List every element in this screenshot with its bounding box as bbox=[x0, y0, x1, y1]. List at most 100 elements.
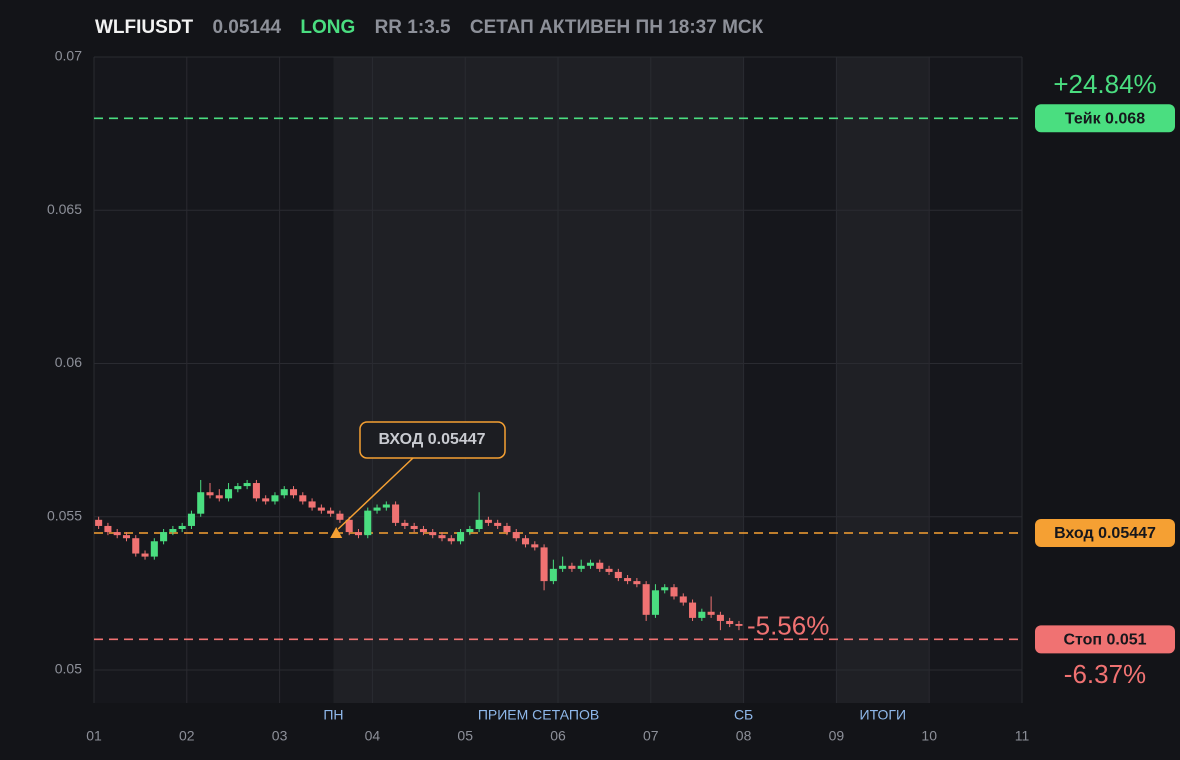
candle-body bbox=[633, 581, 641, 585]
candle-body bbox=[150, 541, 158, 557]
level-label: Вход 0.05447 bbox=[1054, 525, 1156, 542]
y-tick-label: 0.065 bbox=[47, 201, 82, 217]
y-tick-label: 0.07 bbox=[55, 48, 82, 64]
candle-body bbox=[689, 602, 697, 618]
candle-body bbox=[457, 532, 465, 542]
session-band bbox=[836, 57, 930, 703]
candle-body bbox=[559, 565, 567, 569]
candle-body bbox=[271, 495, 279, 502]
candle-body bbox=[475, 519, 483, 530]
entry-pointer bbox=[337, 457, 414, 530]
entry-label: ВХОД 0.05447 bbox=[378, 431, 485, 448]
candle-body bbox=[503, 525, 511, 533]
candle-body bbox=[512, 532, 520, 539]
candle-body bbox=[392, 504, 400, 523]
candle-body bbox=[280, 489, 288, 496]
candle-body bbox=[160, 532, 168, 542]
candle-body bbox=[382, 504, 390, 508]
session-band bbox=[333, 57, 744, 703]
level-label: Тейк 0.068 bbox=[1065, 111, 1145, 128]
candle-body bbox=[234, 486, 242, 490]
candle-body bbox=[531, 544, 539, 548]
candle-body bbox=[447, 538, 455, 542]
level-badge bbox=[1035, 104, 1175, 133]
level-label: Стоп 0.051 bbox=[1063, 632, 1146, 649]
candle-body bbox=[614, 571, 622, 579]
candle-body bbox=[540, 547, 548, 582]
candle-body bbox=[596, 562, 604, 569]
candle-body bbox=[336, 513, 344, 520]
band-label: ИТОГИ bbox=[860, 707, 907, 723]
candle-body bbox=[243, 483, 251, 487]
band-label: ПН bbox=[323, 707, 343, 723]
candle-body bbox=[122, 535, 131, 539]
candle-body bbox=[225, 489, 233, 499]
x-tick-label: 07 bbox=[643, 728, 659, 744]
candle-body bbox=[651, 590, 659, 615]
symbol: WLFIUSDT bbox=[95, 17, 194, 38]
x-tick-label: 06 bbox=[550, 728, 566, 744]
candle-body bbox=[438, 535, 446, 539]
level-badge bbox=[1035, 518, 1175, 547]
candle-body bbox=[624, 578, 632, 582]
candle-body bbox=[113, 532, 121, 536]
candle-body bbox=[670, 587, 678, 597]
candle-body bbox=[401, 522, 409, 526]
candle-body bbox=[215, 495, 223, 499]
candle-body bbox=[104, 525, 112, 533]
y-tick-label: 0.06 bbox=[55, 354, 82, 370]
candle-body bbox=[679, 596, 687, 603]
candle-body bbox=[586, 562, 595, 566]
candle-body bbox=[429, 532, 437, 536]
x-tick-label: 11 bbox=[1015, 728, 1030, 744]
level-pct: -6.37% bbox=[1064, 659, 1146, 689]
candle-body bbox=[345, 519, 353, 533]
candle-body bbox=[577, 565, 585, 569]
entry-callout bbox=[359, 421, 506, 459]
band-label: СБ bbox=[734, 707, 753, 723]
candle-body bbox=[494, 522, 502, 526]
candle-body bbox=[262, 498, 270, 502]
x-tick-label: 02 bbox=[179, 728, 195, 744]
candle-body bbox=[169, 529, 177, 533]
x-tick-label: 08 bbox=[736, 728, 752, 744]
candle-body bbox=[206, 492, 214, 496]
level-pct: +24.84% bbox=[1053, 69, 1156, 99]
candle-body bbox=[308, 501, 316, 508]
candle-body bbox=[568, 565, 576, 569]
x-tick-label: 04 bbox=[365, 728, 381, 744]
candle-body bbox=[698, 611, 706, 618]
x-tick-label: 10 bbox=[921, 728, 937, 744]
candle-body bbox=[419, 529, 427, 533]
status: СЕТАП АКТИВЕН ПН 18:37 МСК bbox=[470, 17, 764, 38]
candle-body bbox=[735, 624, 743, 626]
level-badge bbox=[1035, 625, 1175, 654]
candle-body bbox=[187, 513, 195, 526]
candle-body bbox=[197, 492, 205, 514]
x-tick-label: 09 bbox=[829, 728, 845, 744]
candle-body bbox=[317, 507, 325, 511]
candle-body bbox=[707, 611, 715, 615]
x-tick-label: 01 bbox=[86, 728, 102, 744]
candle-body bbox=[716, 614, 724, 621]
candle-body bbox=[141, 553, 149, 557]
candle-body bbox=[95, 519, 103, 526]
candle-body bbox=[354, 532, 363, 536]
candle-body bbox=[289, 489, 298, 496]
candle-body bbox=[364, 510, 372, 536]
candle-body bbox=[373, 507, 381, 511]
rr: RR 1:3.5 bbox=[375, 17, 451, 38]
candle-body bbox=[605, 568, 613, 572]
band-label: ПРИЕМ СЕТАПОВ bbox=[478, 707, 599, 723]
entry-marker bbox=[330, 526, 343, 538]
candle-body bbox=[484, 519, 492, 523]
candle-body bbox=[410, 525, 418, 530]
candle-body bbox=[466, 529, 474, 533]
candle-body bbox=[521, 538, 530, 545]
candle-body bbox=[132, 538, 140, 554]
candle-body bbox=[252, 483, 260, 499]
candle-body bbox=[661, 587, 669, 591]
header: WLFIUSDT 0.05144 LONG RR 1:3.5 СЕТАП АКТ… bbox=[95, 17, 764, 38]
